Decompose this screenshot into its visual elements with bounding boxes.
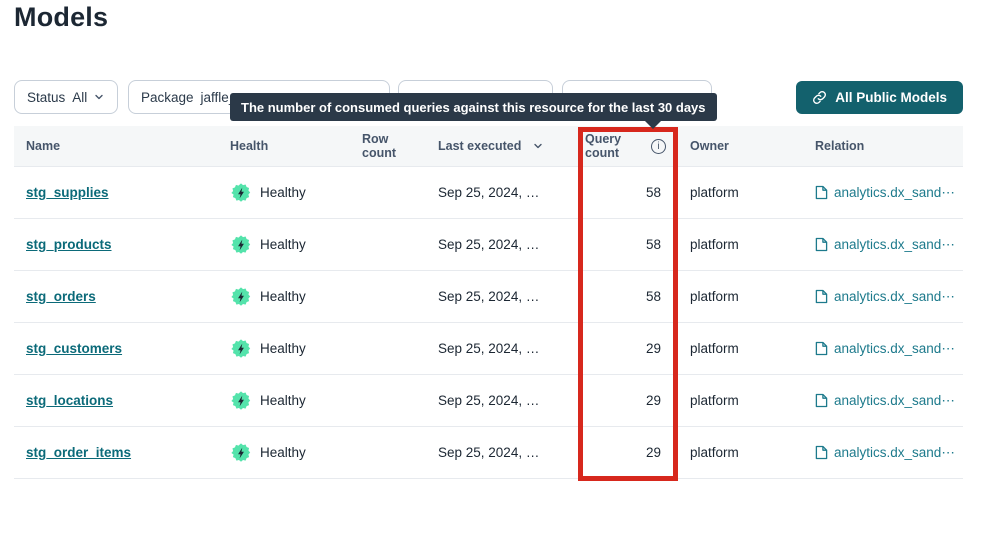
query-count-tooltip: The number of consumed queries against t… <box>230 93 717 121</box>
column-header-last-executed[interactable]: Last executed <box>426 139 578 153</box>
owner-text: platform <box>690 185 739 200</box>
health-bolt-icon <box>230 390 252 412</box>
column-header-health[interactable]: Health <box>230 139 269 153</box>
package-filter-label: Package <box>141 89 194 105</box>
table-body: stg_supplies Healthy Sep 25, 2024, … 58 … <box>14 167 963 479</box>
file-icon <box>815 445 828 460</box>
relation-link[interactable]: analytics.dx_sand⋯ <box>815 341 955 357</box>
health-status-text: Healthy <box>260 289 306 304</box>
owner-text: platform <box>690 341 739 356</box>
last-executed-text: Sep 25, 2024, … <box>438 289 540 304</box>
table-row: stg_supplies Healthy Sep 25, 2024, … 58 … <box>14 167 963 219</box>
link-icon <box>812 90 827 105</box>
page-title: Models <box>14 2 109 32</box>
owner-text: platform <box>690 445 739 460</box>
relation-link[interactable]: analytics.dx_sand⋯ <box>815 237 955 253</box>
relation-text: analytics.dx_sand⋯ <box>834 184 955 200</box>
health-bolt-icon <box>230 338 252 360</box>
relation-text: analytics.dx_sand⋯ <box>834 392 955 408</box>
column-header-owner[interactable]: Owner <box>690 139 729 153</box>
relation-text: analytics.dx_sand⋯ <box>834 444 955 460</box>
last-executed-text: Sep 25, 2024, … <box>438 445 540 460</box>
table-row: stg_customers Healthy Sep 25, 2024, … 29… <box>14 323 963 375</box>
health-bolt-icon <box>230 234 252 256</box>
last-executed-text: Sep 25, 2024, … <box>438 185 540 200</box>
table-header-row: Name Health Row count Last executed Quer… <box>14 126 963 167</box>
owner-text: platform <box>690 237 739 252</box>
column-header-row-count[interactable]: Row count <box>362 132 397 160</box>
info-icon[interactable]: i <box>651 138 666 154</box>
query-count-value: 29 <box>645 445 661 460</box>
last-executed-text: Sep 25, 2024, … <box>438 341 540 356</box>
health-status-text: Healthy <box>260 237 306 252</box>
query-count-value: 29 <box>645 341 661 356</box>
status-filter-dropdown[interactable]: Status All <box>14 80 118 114</box>
owner-text: platform <box>690 289 739 304</box>
status-filter-value: All <box>72 89 88 105</box>
status-filter-label: Status <box>27 89 66 105</box>
relation-text: analytics.dx_sand⋯ <box>834 236 955 252</box>
query-count-value: 58 <box>645 289 661 304</box>
last-executed-text: Sep 25, 2024, … <box>438 393 540 408</box>
file-icon <box>815 289 828 304</box>
file-icon <box>815 341 828 356</box>
health-status-text: Healthy <box>260 185 306 200</box>
column-header-relation[interactable]: Relation <box>815 139 865 153</box>
table-row: stg_locations Healthy Sep 25, 2024, … 29… <box>14 375 963 427</box>
query-count-value: 29 <box>645 393 661 408</box>
health-status-text: Healthy <box>260 393 306 408</box>
all-public-models-button[interactable]: All Public Models <box>796 81 963 114</box>
model-name-link[interactable]: stg_locations <box>26 393 114 408</box>
health-bolt-icon <box>230 442 252 464</box>
health-status-text: Healthy <box>260 341 306 356</box>
column-header-query-count[interactable]: Query count i <box>578 132 678 160</box>
health-bolt-icon <box>230 182 252 204</box>
query-count-value: 58 <box>645 185 661 200</box>
relation-link[interactable]: analytics.dx_sand⋯ <box>815 393 955 409</box>
all-public-models-label: All Public Models <box>835 90 947 105</box>
table-row: stg_products Healthy Sep 25, 2024, … 58 … <box>14 219 963 271</box>
file-icon <box>815 237 828 252</box>
sort-chevron-down-icon[interactable] <box>533 141 543 151</box>
file-icon <box>815 393 828 408</box>
owner-text: platform <box>690 393 739 408</box>
relation-text: analytics.dx_sand⋯ <box>834 288 955 304</box>
file-icon <box>815 185 828 200</box>
column-header-name[interactable]: Name <box>26 139 61 153</box>
package-filter-value: jaffle_ <box>200 89 237 105</box>
relation-link[interactable]: analytics.dx_sand⋯ <box>815 445 955 461</box>
query-count-value: 58 <box>645 237 661 252</box>
health-bolt-icon <box>230 286 252 308</box>
chevron-down-icon <box>94 92 104 102</box>
model-name-link[interactable]: stg_order_items <box>26 445 132 460</box>
relation-link[interactable]: analytics.dx_sand⋯ <box>815 185 955 201</box>
tooltip-arrow <box>644 120 662 129</box>
relation-text: analytics.dx_sand⋯ <box>834 340 955 356</box>
table-row: stg_orders Healthy Sep 25, 2024, … 58 pl… <box>14 271 963 323</box>
model-name-link[interactable]: stg_orders <box>26 289 96 304</box>
models-table: Name Health Row count Last executed Quer… <box>14 126 963 479</box>
table-row: stg_order_items Healthy Sep 25, 2024, … … <box>14 427 963 479</box>
model-name-link[interactable]: stg_supplies <box>26 185 109 200</box>
last-executed-text: Sep 25, 2024, … <box>438 237 540 252</box>
model-name-link[interactable]: stg_customers <box>26 341 123 356</box>
health-status-text: Healthy <box>260 445 306 460</box>
model-name-link[interactable]: stg_products <box>26 237 112 252</box>
relation-link[interactable]: analytics.dx_sand⋯ <box>815 289 955 305</box>
